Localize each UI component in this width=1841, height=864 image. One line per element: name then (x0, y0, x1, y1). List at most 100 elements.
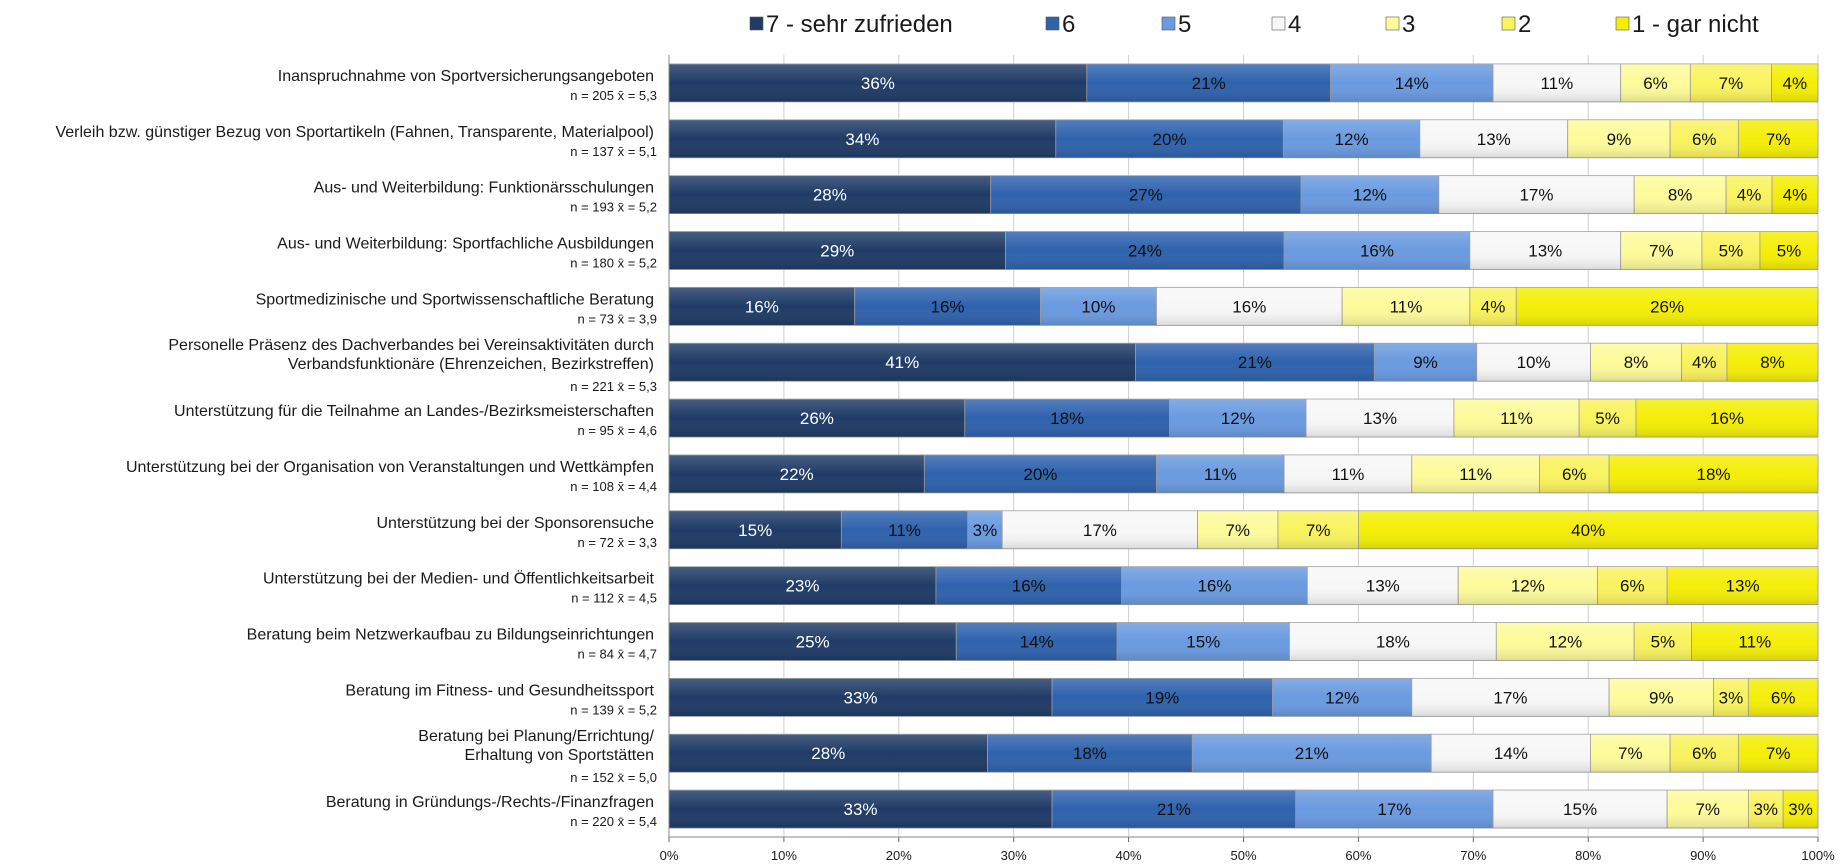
bar-segment-shade (669, 119, 1056, 158)
bar-value-label: 29% (820, 242, 854, 261)
category-label: Beratung in Gründungs-/Rechts-/Finanzfra… (326, 794, 654, 811)
bar-value-label: 12% (1548, 633, 1582, 652)
bar-value-label: 6% (1562, 465, 1587, 484)
bar-segment-shade (1086, 63, 1331, 102)
bar-value-label: 28% (811, 744, 845, 763)
bar-segment-shade (1169, 399, 1307, 438)
bar-value-label: 17% (1083, 521, 1117, 540)
bar-row: 15% 11% 3% 17% 7% 7% 40% (668, 510, 1819, 550)
bar-segment-shade (1374, 343, 1477, 382)
bar-value-label: 13% (1366, 577, 1400, 596)
category-label: Unterstützung bei der Sponsorensuche (376, 515, 654, 532)
bar-segment-shade (854, 287, 1041, 326)
bar-value-label: 4% (1783, 186, 1808, 205)
bar-value-label: 20% (1023, 465, 1057, 484)
bar-value-label: 12% (1325, 688, 1359, 707)
bar-value-label: 6% (1620, 577, 1645, 596)
bar-segment-shade (1620, 231, 1702, 270)
bar-row: 23% 16% 16% 13% 12% 6% 13% (668, 566, 1819, 606)
legend-swatch (749, 16, 764, 31)
bar-value-label: 18% (1073, 744, 1107, 763)
bar-segment-shade (1411, 678, 1610, 717)
x-tick-label: 70% (1460, 848, 1486, 863)
bar-segment-shade (1738, 734, 1818, 773)
bar-segment-shade (669, 622, 957, 661)
bar-value-label: 11% (1459, 465, 1492, 484)
category-stats: n = 137 x̄ = 5,1 (570, 144, 657, 159)
bar-value-label: 7% (1695, 800, 1720, 819)
bar-segment-shade (1690, 63, 1772, 102)
category-stats: n = 220 x̄ = 5,4 (570, 814, 657, 829)
bar-value-label: 16% (1197, 577, 1231, 596)
bar-value-label: 18% (1376, 633, 1410, 652)
bar-segment-shade (1726, 175, 1773, 214)
x-tick-label: 100% (1801, 848, 1835, 863)
bar-value-label: 21% (1295, 744, 1329, 763)
bar-segment-shade (669, 175, 991, 214)
category-label: Beratung im Fitness- und Gesundheitsspor… (345, 682, 654, 699)
bar-value-label: 4% (1782, 74, 1807, 93)
bar-row: 16% 16% 10% 16% 11% 4% 26% (668, 286, 1819, 326)
bar-segment-shade (1284, 454, 1412, 493)
legend-label: 3 (1402, 11, 1415, 38)
category-stats: n = 180 x̄ = 5,2 (570, 256, 657, 271)
bar-segment-shade (1411, 454, 1540, 493)
category-label: Verleih bzw. günstiger Bezug von Sportar… (55, 124, 654, 141)
category-stats: n = 84 x̄ = 4,7 (577, 647, 657, 662)
bar-segment-shade (1307, 566, 1459, 605)
category-label-group: Beratung in Gründungs-/Rechts-/Finanzfra… (326, 794, 657, 829)
category-label: Unterstützung für die Teilnahme an Lande… (174, 403, 654, 420)
bar-value-label: 11% (1738, 633, 1771, 652)
bar-value-label: 5% (1719, 242, 1744, 261)
bar-value-label: 4% (1692, 353, 1717, 372)
bar-area: 36% 21% 14% 11% 6% 7% 4%34% 20% 12% 13% 9% 6% 7%28% 2… (668, 63, 1819, 829)
bar-row: 29% 24% 16% 13% 7% 5% 5% (668, 231, 1819, 270)
category-label: Inanspruchnahme von Sportversicherungsan… (278, 68, 654, 85)
bar-row: 22% 20% 11% 11% 11% 6% 18% (668, 454, 1819, 494)
category-label: Sportmedizinische und Sportwissenschaftl… (256, 291, 654, 308)
category-label: Beratung bei Planung/Errichtung/ (418, 728, 654, 745)
bar-segment-shade (1052, 790, 1296, 829)
bar-segment-shade (1609, 678, 1714, 717)
legend-label: 4 (1288, 11, 1301, 38)
bar-segment-shade (669, 566, 936, 605)
bar-value-label: 4% (1481, 297, 1506, 316)
bar-segment-shade (1635, 399, 1818, 438)
bar-value-label: 21% (1192, 74, 1226, 93)
bar-segment-shade (1701, 231, 1760, 270)
x-tick-label: 10% (771, 848, 797, 863)
bar-value-label: 20% (1153, 130, 1187, 149)
category-stats: n = 95 x̄ = 4,6 (577, 423, 657, 438)
category-label-group: Beratung beim Netzwerkaufbau zu Bildungs… (247, 627, 657, 662)
bar-segment-shade (1567, 119, 1671, 158)
bar-value-label: 3% (973, 521, 998, 540)
bar-value-label: 10% (1517, 353, 1551, 372)
bar-segment-shade (1493, 790, 1668, 829)
bar-value-label: 13% (1528, 242, 1562, 261)
bar-value-label: 9% (1649, 688, 1674, 707)
bar-value-label: 14% (1020, 633, 1054, 652)
bar-value-label: 12% (1221, 409, 1255, 428)
bar-value-label: 16% (745, 297, 779, 316)
bar-segment-shade (924, 454, 1157, 493)
bar-segment-shade (669, 287, 855, 326)
bar-segment-shade (669, 231, 1006, 270)
bar-value-label: 3% (1788, 800, 1813, 819)
gridlines (668, 55, 1819, 837)
category-label: Unterstützung bei der Organisation von V… (126, 459, 654, 476)
category-stats: n = 152 x̄ = 5,0 (570, 770, 657, 785)
bar-segment-shade (1192, 734, 1432, 773)
bar-value-label: 16% (1360, 242, 1394, 261)
bar-segment-shade (1783, 790, 1818, 829)
bar-row: 28% 27% 12% 17% 8% 4% 4% (668, 175, 1819, 215)
category-stats: n = 205 x̄ = 5,3 (570, 88, 657, 103)
bar-value-label: 7% (1766, 744, 1791, 763)
bar-value-label: 5% (1777, 242, 1802, 261)
bar-segment-shade (1771, 63, 1818, 102)
bar-value-label: 11% (888, 521, 921, 540)
bar-segment-shade (1738, 119, 1818, 158)
bar-value-label: 8% (1760, 353, 1785, 372)
bar-segment-shade (1590, 734, 1671, 773)
bar-segment-shade (1620, 63, 1691, 102)
bar-segment-shade (1197, 510, 1278, 549)
